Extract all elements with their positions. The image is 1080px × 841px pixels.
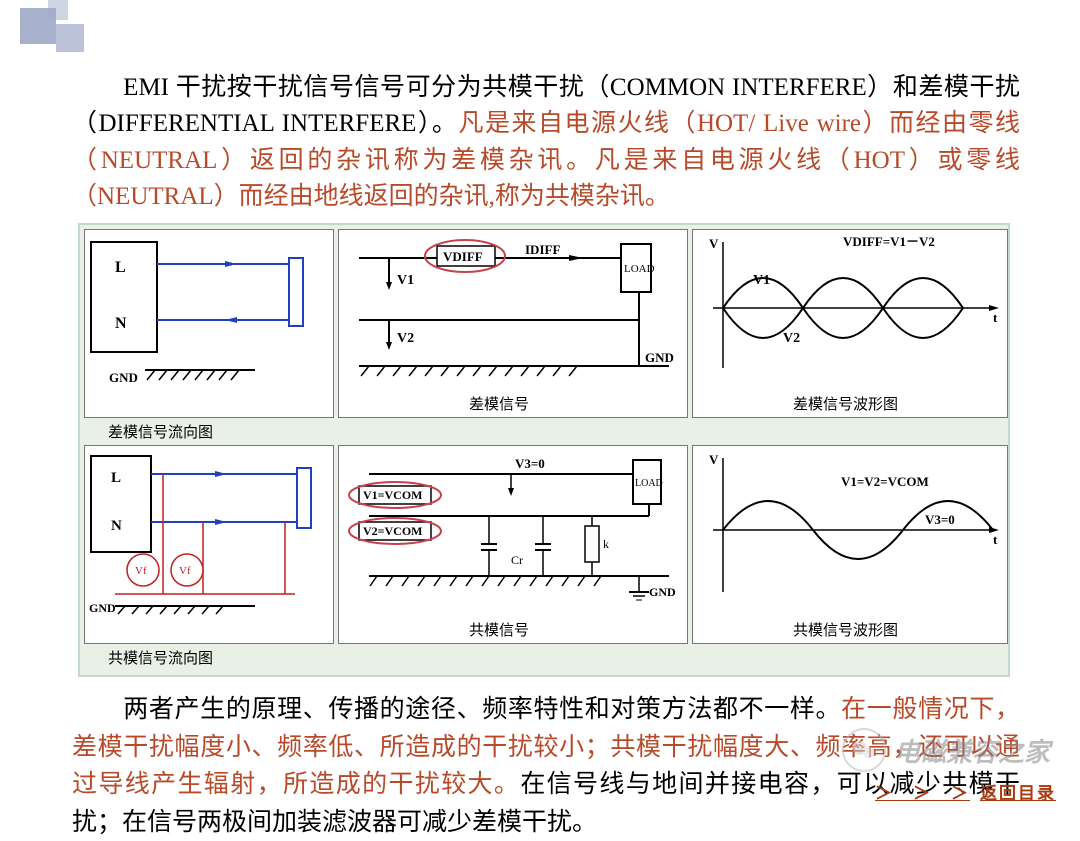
svg-text:GND: GND	[645, 350, 674, 365]
svg-text:V1=V2=VCOM: V1=V2=VCOM	[841, 474, 929, 489]
svg-text:Cr: Cr	[511, 553, 523, 567]
svg-text:V1: V1	[397, 273, 414, 288]
watermark: 电磁兼容之家	[842, 728, 1050, 772]
caption-com-flow: 共模信号流向图	[84, 644, 1004, 671]
diagram-com-flow: L N Vf Vf	[84, 445, 334, 644]
diagram-com-wave: V t V1=V2=VCOM V3=0 共模信号波形图	[692, 445, 1008, 644]
svg-text:GND: GND	[89, 601, 116, 615]
caption-diff-wave: 差模信号波形图	[693, 390, 1007, 417]
footer-return-link[interactable]: 返回目录	[980, 784, 1056, 803]
svg-text:VDIFF=V1－V2: VDIFF=V1－V2	[843, 234, 935, 249]
diagram-com-signal: LOAD V3=0 V1=VCOM V2=VCOM	[338, 445, 688, 644]
svg-text:k: k	[603, 537, 609, 551]
footer-arrows[interactable]: ＞ ＞ ＞	[875, 784, 970, 803]
diagram-diff-signal: LOAD VDIFF IDIFF V1 V2	[338, 229, 688, 418]
svg-text:LOAD: LOAD	[624, 263, 655, 275]
caption-com-wave: 共模信号波形图	[693, 616, 1007, 643]
svg-text:V: V	[709, 452, 719, 467]
svg-text:Vf: Vf	[135, 565, 147, 577]
svg-text:V3=0: V3=0	[515, 456, 545, 471]
svg-text:V2=VCOM: V2=VCOM	[363, 524, 423, 538]
caption-diff-flow: 差模信号流向图	[84, 418, 1004, 445]
corner-decoration	[0, 0, 120, 60]
svg-text:GND: GND	[109, 370, 138, 385]
paragraph-1: EMI 干扰按干扰信号信号可分为共模干扰（COMMON INTERFERE）和差…	[72, 70, 1020, 215]
svg-text:Vf: Vf	[179, 565, 191, 577]
svg-text:LOAD: LOAD	[635, 478, 663, 489]
footer-nav[interactable]: ＞ ＞ ＞ 返回目录	[875, 779, 1056, 804]
svg-text:V1: V1	[753, 273, 770, 288]
svg-text:L: L	[111, 470, 121, 486]
svg-text:VDIFF: VDIFF	[443, 249, 483, 264]
svg-text:V: V	[709, 236, 719, 251]
svg-text:N: N	[115, 315, 127, 332]
svg-text:N: N	[111, 518, 122, 534]
svg-text:V3=0: V3=0	[925, 512, 955, 527]
svg-text:t: t	[993, 310, 998, 325]
diagram-diff-wave: V t V1 V2 VDIFF=V1－V2 差模信号波形图	[692, 229, 1008, 418]
svg-text:GND: GND	[649, 585, 676, 599]
wechat-icon	[842, 728, 886, 772]
svg-text:L: L	[115, 259, 126, 276]
diagram-diff-flow: L N GND	[84, 229, 334, 418]
diagram-block: L N GND LOAD	[78, 223, 1010, 677]
caption-com-signal: 共模信号	[339, 616, 687, 643]
svg-text:V1=VCOM: V1=VCOM	[363, 488, 423, 502]
para2-text-1: 两者产生的原理、传播的途径、频率特性和对策方法都不一样。	[72, 696, 841, 723]
watermark-text: 电磁兼容之家	[894, 732, 1050, 769]
caption-diff-signal: 差模信号	[339, 390, 687, 417]
svg-text:V2: V2	[783, 331, 800, 346]
svg-text:t: t	[993, 532, 998, 547]
svg-text:IDIFF: IDIFF	[525, 242, 560, 257]
svg-text:V2: V2	[397, 331, 414, 346]
